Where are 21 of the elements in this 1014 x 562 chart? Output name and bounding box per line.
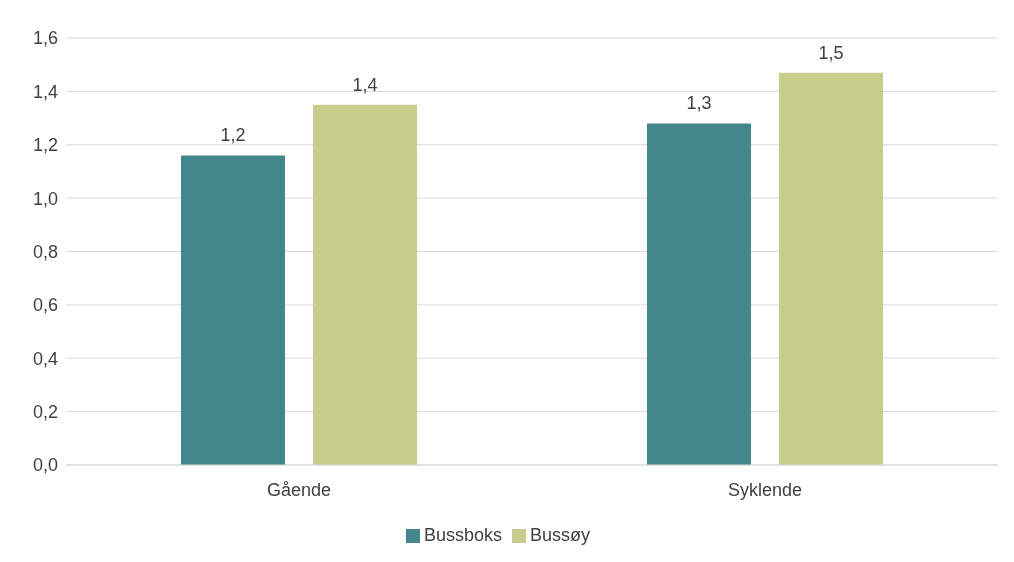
data-label: 1,5 [818,42,844,63]
legend-label: Bussboks [423,525,503,545]
y-tick-label: 0,6 [32,295,58,316]
y-tick-label: 1,6 [32,28,58,49]
x-tick-label: Gående [266,479,332,500]
legend-label: Bussøy [530,525,591,545]
y-tick-label: 0,4 [32,348,58,369]
y-tick-label: 0,2 [32,402,58,423]
bar [779,72,883,465]
y-tick-label: 0,8 [32,241,58,262]
data-label: 1,2 [220,125,246,146]
y-tick-label: 1,2 [32,135,58,156]
y-tick-label: 0,0 [32,455,58,476]
y-tick-label: 1,0 [32,188,58,209]
data-label: 1,4 [352,74,378,95]
bar [313,104,417,465]
data-label: 1,3 [686,93,712,114]
x-tick-label: Syklende [727,479,803,500]
bar [647,123,751,465]
y-tick-label: 1,4 [32,81,58,102]
bar [181,155,285,465]
